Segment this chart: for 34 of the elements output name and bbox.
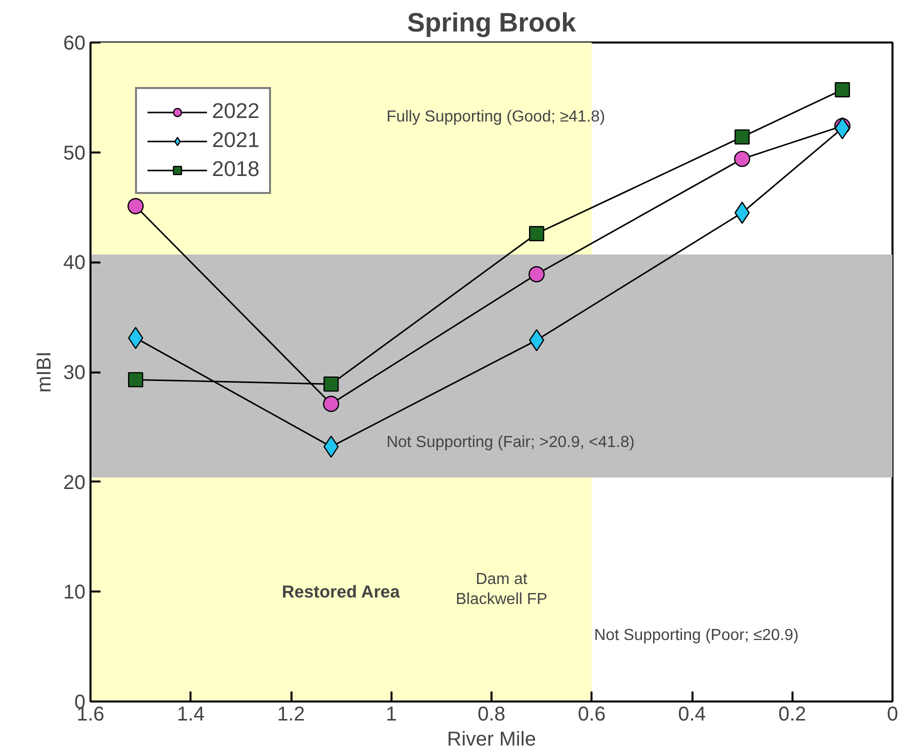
y-tick-label: 60 [63, 32, 86, 54]
point [734, 150, 750, 168]
point [529, 226, 544, 242]
x-tick-label: 1 [386, 704, 397, 726]
annotation: Not Supporting (Poor; ≤20.9) [594, 627, 799, 644]
point [324, 376, 339, 392]
y-tick-label: 40 [63, 252, 86, 274]
y-tick-label: 50 [63, 142, 86, 164]
point [528, 266, 545, 282]
x-tick-label: 0.4 [678, 704, 706, 726]
point [834, 82, 850, 98]
annotation: Dam at Blackwell FP [456, 570, 548, 608]
legend-label: 2022 [212, 99, 260, 124]
x-tick-label: 0 [886, 704, 898, 726]
legend-label: 2018 [212, 157, 260, 182]
annotation: Not Supporting (Fair; >20.9, <41.8) [386, 434, 635, 452]
point [323, 396, 340, 412]
x-tick-label: 1.4 [176, 704, 205, 726]
y-tick-label: 20 [63, 472, 86, 494]
y-tick-label: 10 [63, 582, 86, 604]
x-tick-label: 0.2 [778, 704, 806, 726]
chart-title: Spring Brook [407, 8, 576, 38]
point [128, 372, 144, 388]
x-tick-label: 0.6 [578, 704, 606, 726]
point [734, 129, 750, 145]
annotation: Fully Supporting (Good; ≥41.8) [386, 108, 606, 126]
y-tick-label: 30 [63, 362, 86, 384]
band-label: Restored Area [282, 582, 400, 602]
point [128, 198, 144, 214]
legend-label: 2021 [212, 128, 260, 153]
x-axis-title: River Mile [447, 728, 536, 750]
y-axis-title: mIBI [33, 351, 56, 393]
x-tick-label: 1.2 [277, 704, 305, 726]
x-tick-label: 0.8 [478, 704, 506, 726]
